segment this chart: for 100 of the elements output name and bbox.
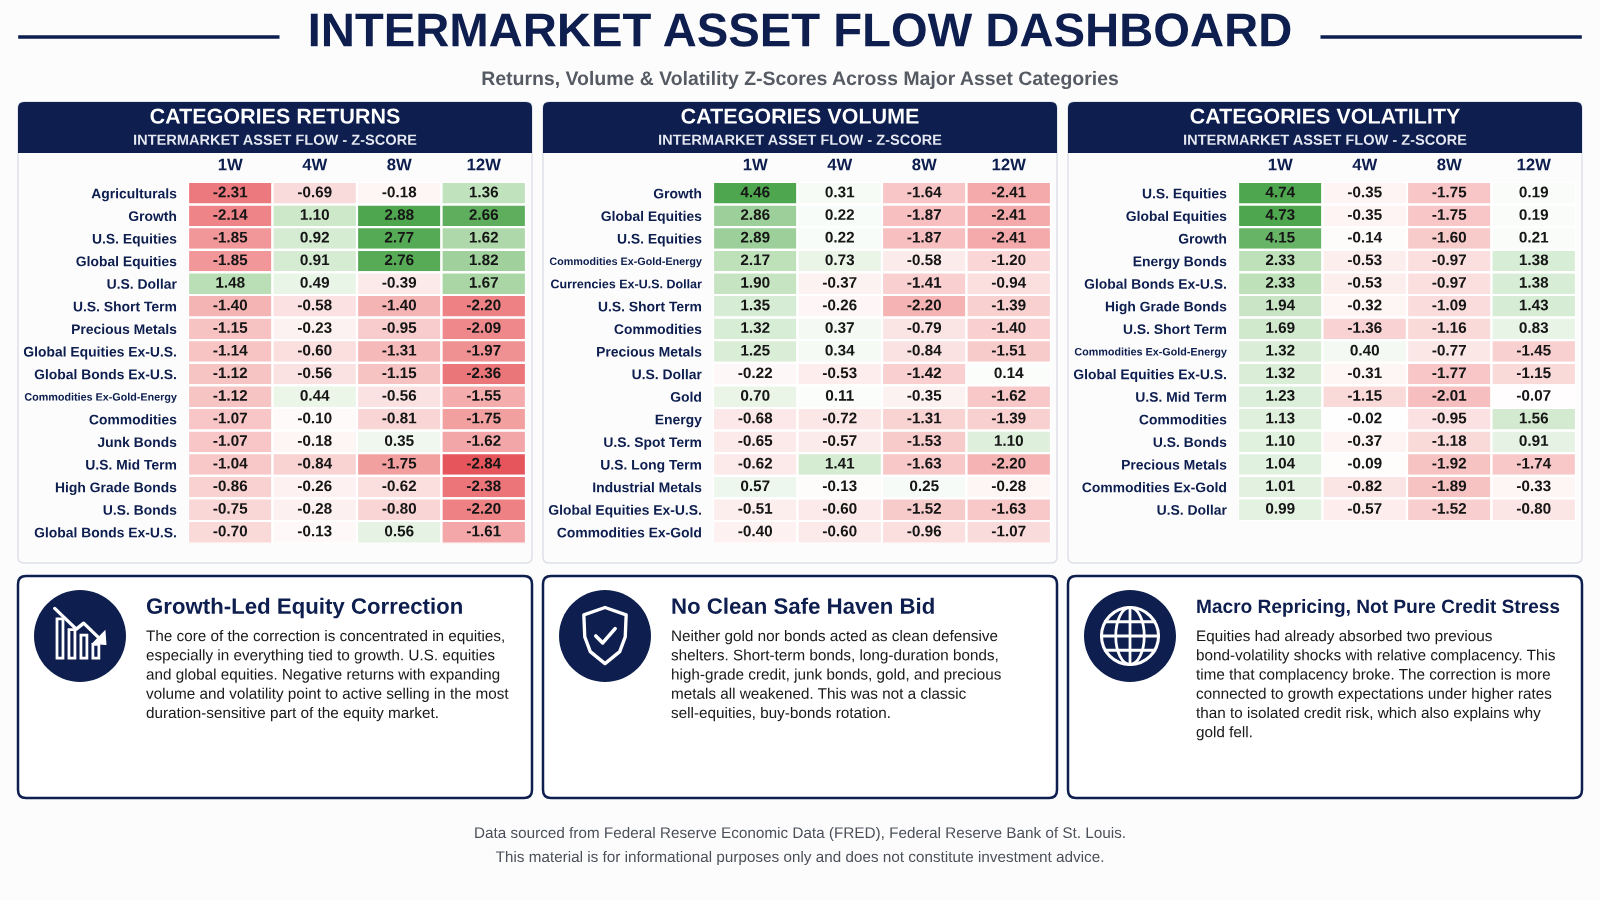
data-label: -0.07	[1516, 389, 1551, 401]
data-label: -1.75	[1432, 209, 1467, 220]
y-tick-label: Global Equities Ex-U.S.	[548, 504, 701, 518]
data-label: 2.89	[740, 231, 770, 243]
data-label: -1.15	[1347, 390, 1382, 401]
data-label: -1.07	[213, 435, 247, 446]
data-label: -0.53	[822, 367, 857, 379]
data-label: -1.52	[907, 502, 942, 514]
data-label: -1.85	[213, 231, 248, 243]
data-label: 0.22	[825, 231, 855, 243]
data-label: 1.01	[1266, 480, 1295, 492]
text: Data sourced from Federal Reserve Economic Data (FRED), Federal Reserve Bank of St. Louis.	[475, 826, 1125, 842]
data-label: 0.21	[1519, 231, 1549, 243]
y-tick-label: U.S. Short Term	[73, 301, 177, 312]
y-tick-label: Currencies Ex-U.S. Dollar	[550, 279, 702, 289]
data-label: -0.53	[1347, 276, 1382, 288]
data-label: 0.19	[1519, 186, 1549, 198]
x-tick-label: 1W	[1268, 158, 1293, 171]
data-label: -0.70	[213, 525, 248, 537]
y-tick-label: U.S. Bonds	[103, 504, 177, 515]
data-label: 0.14	[994, 367, 1024, 379]
data-label: -1.77	[1432, 367, 1466, 379]
data-label: 1.04	[1266, 457, 1296, 469]
data-label: -0.86	[213, 480, 248, 492]
data-label: -0.14	[1347, 231, 1383, 243]
data-label: -2.20	[907, 299, 942, 311]
data-label: -0.82	[1347, 480, 1382, 492]
y-tick-label: U.S. Dollar	[1157, 504, 1227, 515]
data-label: 1.69	[1266, 322, 1295, 333]
data-label: 0.22	[825, 209, 855, 220]
data-label: 0.35	[384, 435, 414, 447]
data-label: 2.66	[469, 209, 499, 220]
y-tick-label: Commodities Ex-Gold	[557, 527, 701, 538]
data-label: -0.60	[822, 502, 857, 514]
data-label: -2.38	[466, 480, 501, 492]
data-label: 1.10	[1266, 435, 1295, 446]
data-label: -0.77	[1432, 344, 1466, 356]
data-label: 0.70	[740, 389, 770, 401]
data-label: 4.74	[1265, 186, 1296, 198]
data-label: -0.95	[1432, 412, 1467, 424]
data-label: 0.25	[909, 480, 939, 492]
y-tick-label: U.S. Equities	[1142, 188, 1227, 202]
data-label: -0.56	[297, 367, 332, 379]
data-label: -1.85	[213, 254, 248, 266]
data-label: -1.31	[382, 344, 417, 356]
data-label: -0.72	[822, 412, 857, 424]
data-label: -1.12	[213, 367, 248, 379]
data-label: -1.63	[907, 457, 942, 469]
data-label: -0.58	[907, 254, 942, 266]
data-label: -0.95	[382, 322, 417, 333]
y-tick-label: U.S. Short Term	[598, 301, 702, 312]
data-label: -2.84	[466, 457, 502, 469]
data-label: -0.60	[297, 344, 332, 356]
data-label: -1.42	[907, 367, 942, 379]
y-tick-label: Agriculturals	[91, 188, 177, 202]
text: This material is for informational purposes only and does not constitute investment advice.	[495, 850, 1104, 866]
y-tick-label: Global Equities	[601, 210, 702, 224]
data-label: 1.67	[469, 276, 498, 288]
data-label: -2.31	[213, 186, 248, 198]
y-tick-label: High Grade Bonds	[1105, 301, 1227, 315]
data-label: 1.32	[1266, 367, 1295, 379]
data-label: -2.41	[991, 186, 1026, 198]
x-tick-label: 8W	[912, 158, 937, 171]
data-label: -0.18	[297, 435, 332, 446]
y-tick-label: Precious Metals	[72, 323, 177, 335]
chart-subtitle: INTERMARKET ASSET FLOW - Z-SCORE	[1184, 134, 1467, 145]
y-tick-label: U.S. Mid Term	[1136, 391, 1227, 402]
y-tick-label: Commodities Ex-Gold-Energy	[24, 392, 177, 403]
x-tick-label: 1W	[218, 158, 243, 171]
y-tick-label: Commodities Ex-Gold-Energy	[549, 257, 702, 268]
y-tick-label: Commodities Ex-Gold-Energy	[1074, 347, 1227, 358]
data-label: -0.97	[1432, 276, 1466, 288]
data-label: -1.40	[382, 299, 417, 311]
data-label: -0.13	[822, 480, 857, 492]
data-label: 0.11	[825, 389, 854, 401]
y-tick-label: U.S. Dollar	[632, 369, 702, 380]
y-tick-label: Commodities	[1139, 414, 1227, 425]
text: Returns, Volume & Volatility Z-Scores Across Major Asset Categories	[482, 70, 1118, 90]
data-label: 1.41	[825, 457, 855, 469]
data-label: -0.28	[297, 502, 332, 514]
data-label: 1.13	[1266, 412, 1295, 424]
data-label: -2.01	[1432, 389, 1467, 401]
x-tick-label: 12W	[467, 158, 501, 171]
y-tick-label: U.S. Short Term	[1123, 323, 1227, 335]
data-label: 0.44	[300, 389, 330, 401]
data-label: -0.32	[1347, 299, 1382, 311]
y-tick-label: U.S. Long Term	[601, 459, 702, 473]
data-label: -2.20	[991, 457, 1026, 469]
data-label: -2.41	[991, 231, 1026, 243]
data-label: 0.19	[1519, 209, 1549, 220]
data-label: -1.75	[466, 412, 501, 424]
data-label: 2.88	[384, 209, 414, 220]
data-label: -0.26	[822, 299, 857, 311]
data-label: -0.33	[1516, 480, 1551, 492]
data-label: 0.91	[1519, 435, 1549, 446]
data-label: 1.32	[741, 322, 770, 334]
data-label: -0.62	[382, 480, 417, 492]
data-label: -0.81	[382, 412, 417, 424]
data-label: 1.56	[1519, 412, 1549, 424]
data-label: 1.23	[1266, 389, 1295, 401]
